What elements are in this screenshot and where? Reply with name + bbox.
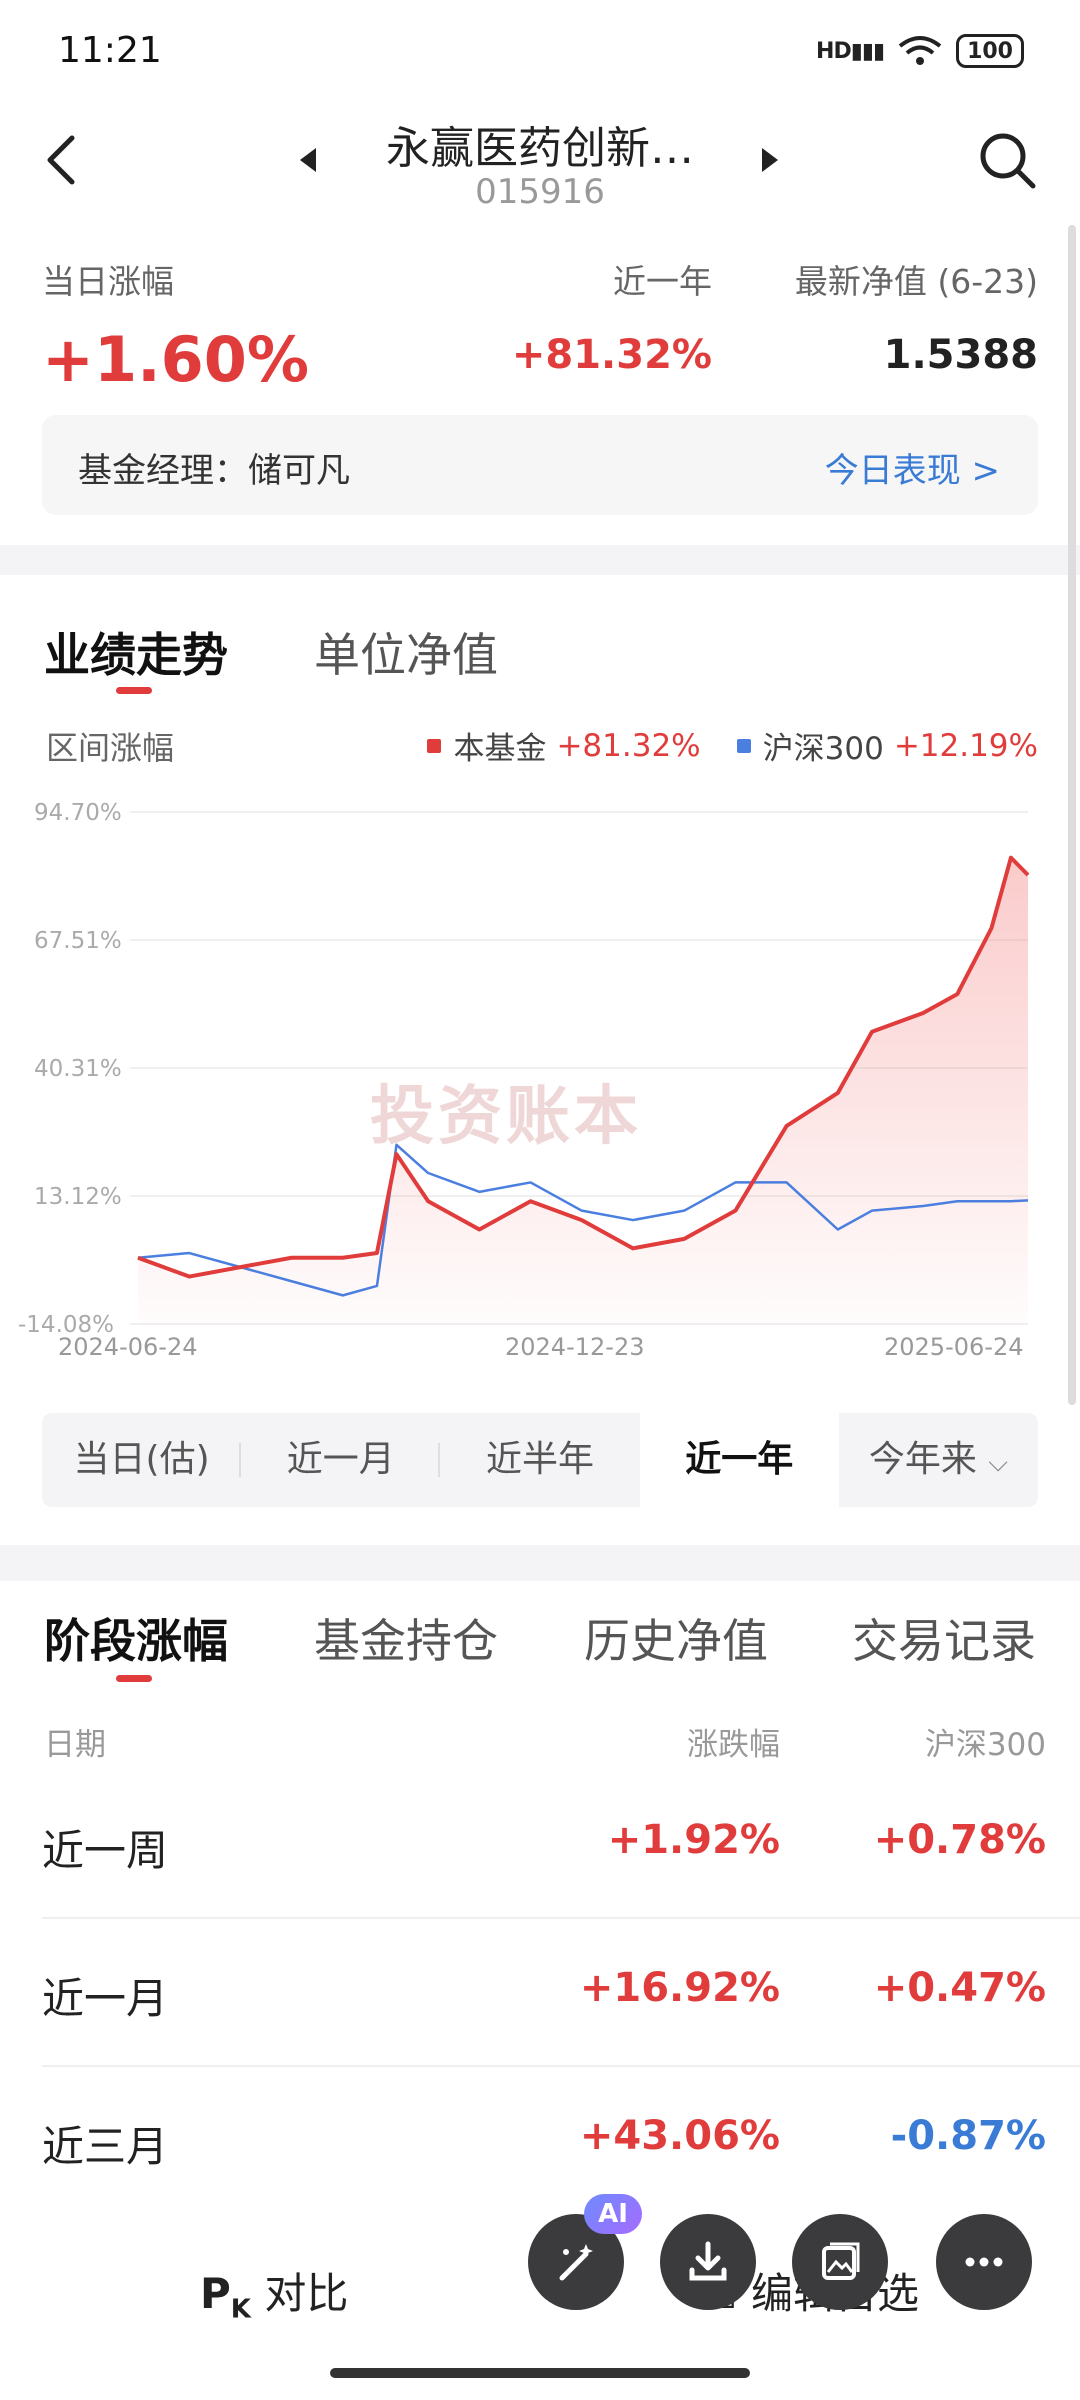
performance-chart[interactable]: 投资账本 94.70% 67.51% 40.31% 13.12% -14.08%… (0, 795, 1080, 1361)
fund-code: 015916 (475, 172, 605, 212)
legend-hs300-name: 沪深300 (762, 731, 884, 767)
period-selector: 当日(估) 近一月 近半年 近一年 今年来 ⌵ (42, 1413, 1038, 1507)
row-hs300: +0.47% (873, 1965, 1046, 2011)
legend-fund-name: 本基金 (453, 731, 547, 767)
screenshot-button[interactable] (792, 2214, 888, 2310)
row-hs300: -0.87% (890, 2113, 1046, 2159)
row-period: 近一月 (42, 1974, 169, 2023)
range-change-label: 区间涨幅 (46, 729, 175, 767)
fund-series-line (137, 855, 1030, 1279)
chart-legend: 本基金 +81.32% 沪深300 +12.19% (427, 723, 1038, 768)
image-icon (822, 2242, 860, 2280)
manager-bar[interactable]: 基金经理：储可凡 今日表现 > (42, 415, 1038, 515)
performance-section: 业绩走势 单位净值 区间涨幅 本基金 +81.32% 沪深300 +12.19%… (0, 575, 1080, 1545)
period-today[interactable]: 当日(估) (42, 1413, 242, 1507)
legend-fund-swatch (427, 738, 442, 753)
row-change: +16.92% (579, 1965, 780, 2011)
status-icons: HD▮▮▮ 100 (816, 34, 1024, 68)
period-1y[interactable]: 近一年 (639, 1413, 839, 1507)
pk-icon: PK (200, 2269, 251, 2325)
row-divider (42, 1917, 1080, 1919)
daily-change-value: +1.60% (42, 323, 310, 396)
hs300-series-line (137, 1143, 1029, 1297)
table-row: 近一月 +16.92% +0.47% (0, 1919, 1080, 2067)
legend-hs300-value: +12.19% (893, 727, 1038, 764)
y-tick-label: 67.51% (34, 928, 122, 954)
tab-stage-returns[interactable]: 阶段涨幅 (44, 1614, 228, 1668)
table-row: 近一周 +1.92% +0.78% (0, 1771, 1080, 1919)
row-period: 近一周 (42, 1826, 169, 1875)
row-divider (42, 2065, 1080, 2067)
x-tick-label: 2024-12-23 (505, 1333, 645, 1361)
row-period: 近三月 (42, 2122, 169, 2171)
fund-summary: 当日涨幅 +1.60% 近一年 +81.32% 最新净值 (6-23) 1.53… (0, 225, 1080, 545)
magic-wand-icon (559, 2244, 593, 2281)
status-time: 11:21 (58, 30, 162, 71)
column-header-change: 涨跌幅 (687, 1727, 780, 1763)
fund-manager: 基金经理：储可凡 (78, 451, 350, 491)
table-row: 近三月 +43.06% -0.87% (0, 2067, 1080, 2215)
x-tick-label: 2025-06-24 (884, 1333, 1024, 1361)
download-icon (689, 2241, 727, 2281)
previous-fund-icon[interactable] (296, 146, 320, 174)
header: 永赢医药创新… 015916 (0, 100, 1080, 225)
row-hs300: +0.78% (873, 1817, 1046, 1863)
section-divider (0, 1545, 1080, 1581)
more-icon (965, 2257, 1003, 2267)
latest-nav-value: 1.5388 (883, 332, 1038, 378)
year-change-label: 近一年 (613, 262, 712, 301)
period-ytd[interactable]: 今年来 ⌵ (868, 1439, 1008, 1480)
daily-change-label: 当日涨幅 (42, 262, 174, 301)
download-button[interactable] (660, 2214, 756, 2310)
signal-icon: HD▮▮▮ (816, 38, 885, 64)
watermark: 投资账本 (370, 1080, 642, 1154)
year-change-value: +81.32% (511, 332, 712, 378)
tab-indicator (116, 1675, 152, 1682)
tab-unit-nav[interactable]: 单位净值 (314, 628, 498, 682)
tab-nav-history[interactable]: 历史净值 (584, 1614, 768, 1668)
search-icon[interactable] (975, 128, 1039, 192)
ai-badge: AI (584, 2194, 642, 2234)
tab-holdings[interactable]: 基金持仓 (314, 1614, 498, 1668)
wifi-icon (898, 36, 942, 65)
chart-svg (130, 811, 1030, 1325)
row-change: +43.06% (579, 2113, 780, 2159)
home-indicator[interactable] (330, 2368, 750, 2378)
next-fund-icon[interactable] (758, 146, 782, 174)
column-header-hs300: 沪深300 (924, 1727, 1046, 1763)
today-performance-link[interactable]: 今日表现 > (824, 451, 1000, 491)
scrollbar[interactable] (1068, 225, 1076, 1405)
period-1m[interactable]: 近一月 (241, 1413, 441, 1507)
y-tick-label: -14.08% (18, 1312, 114, 1338)
status-bar: 11:21 HD▮▮▮ 100 (0, 0, 1080, 100)
y-tick-label: 40.31% (34, 1056, 122, 1082)
battery-icon: 100 (956, 34, 1024, 68)
legend-hs300-swatch (736, 738, 751, 753)
period-6m[interactable]: 近半年 (486, 1439, 595, 1480)
column-header-date: 日期 (44, 1727, 106, 1763)
back-icon[interactable] (38, 130, 88, 190)
legend-fund-value: +81.32% (556, 727, 701, 764)
y-tick-label: 13.12% (34, 1184, 122, 1210)
fund-title: 永赢医药创新… (386, 123, 694, 174)
y-tick-label: 94.70% (34, 800, 122, 826)
chevron-down-icon: ⌵ (988, 1448, 1008, 1478)
row-change: +1.92% (607, 1817, 780, 1863)
tab-performance-trend[interactable]: 业绩走势 (44, 628, 228, 682)
x-tick-label: 2024-06-24 (58, 1333, 198, 1361)
section-divider (0, 545, 1080, 575)
more-button[interactable] (936, 2214, 1032, 2310)
bottom-action-bar: PK 对比 ☐ 编辑自选 AI (0, 2190, 1080, 2400)
tab-indicator (116, 687, 152, 694)
compare-button[interactable]: PK 对比 (200, 2269, 349, 2325)
fund-area-fill (138, 857, 1028, 1324)
tab-transactions[interactable]: 交易记录 (852, 1614, 1036, 1668)
latest-nav-label: 最新净值 (6-23) (794, 262, 1038, 301)
